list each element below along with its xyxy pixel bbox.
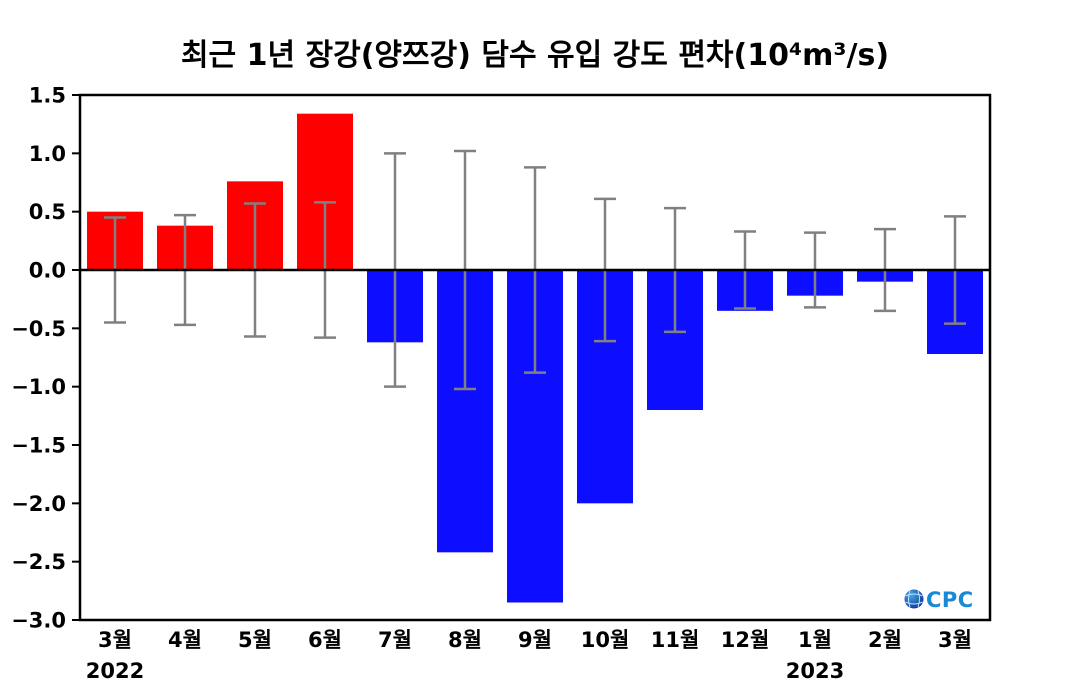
x-tick-label: 7월 — [378, 628, 412, 652]
y-tick-label: 0.5 — [29, 200, 66, 224]
chart-title: 최근 1년 장강(양쯔강) 담수 유입 강도 편차(10⁴m³/s) — [180, 38, 890, 73]
x-tick-label: 8월 — [448, 628, 482, 652]
logo-letters: CPC — [926, 588, 974, 612]
x-tick-label: 9월 — [518, 628, 552, 652]
y-axis-labels: −3.0 −2.5 −2.0 −1.5 −1.0 −0.5 0.0 0.5 1.0 1.5 — [11, 84, 80, 633]
y-tick-label: −1.0 — [11, 375, 66, 399]
x-tick-label: 3월 — [98, 628, 132, 652]
x-tick-label: 11월 — [651, 628, 700, 652]
y-tick-label: −0.5 — [11, 317, 66, 341]
year-label: 2022 — [86, 659, 144, 683]
y-tick-label: 1.5 — [29, 84, 66, 108]
globe-icon — [904, 589, 924, 609]
x-tick-label: 1월 — [798, 628, 832, 652]
y-tick-label: −2.5 — [11, 550, 66, 574]
year-label: 2023 — [786, 659, 844, 683]
x-tick-label: 3월 — [938, 628, 972, 652]
x-tick-label: 12월 — [721, 628, 770, 652]
ocpc-logo: CPC — [904, 588, 974, 612]
y-tick-label: −1.5 — [11, 434, 66, 458]
x-axis-labels: 3월 4월 5월 6월 7월 8월 9월 10월 11월 12월 1월 2월 3월 2022 2023 — [86, 628, 972, 683]
globe-lines — [905, 590, 923, 608]
x-tick-label: 6월 — [308, 628, 342, 652]
x-tick-label: 10월 — [581, 628, 630, 652]
x-tick-label: 5월 — [238, 628, 272, 652]
y-tick-label: 1.0 — [29, 142, 66, 166]
y-tick-label: 0.0 — [29, 259, 66, 283]
x-tick-label: 2월 — [868, 628, 902, 652]
x-tick-label: 4월 — [168, 628, 202, 652]
y-tick-label: −2.0 — [11, 492, 66, 516]
y-tick-label: −3.0 — [11, 609, 66, 633]
plot-frame — [78, 93, 992, 622]
